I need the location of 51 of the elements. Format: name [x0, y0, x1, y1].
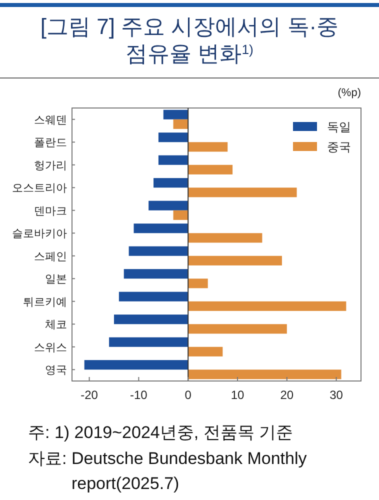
xlabel: (%p)	[338, 87, 361, 99]
bar	[148, 200, 188, 210]
bar	[188, 256, 282, 266]
y-tick-label: 스위스	[34, 342, 67, 354]
bar	[109, 337, 188, 347]
text: 주: 1) 2019~2024년중, 전품목 기준	[28, 423, 294, 442]
bar	[188, 370, 342, 380]
bar	[163, 110, 188, 120]
bar	[188, 142, 228, 152]
bar	[154, 178, 188, 188]
bar	[173, 119, 188, 129]
bar	[124, 269, 188, 279]
x-tick-label: 20	[280, 388, 294, 402]
bar	[188, 346, 223, 356]
y-tick-label: 체코	[45, 319, 67, 332]
title: 점유율 변화$^{1)}$	[126, 41, 254, 66]
x-tick-label: 0	[184, 388, 192, 402]
bar	[188, 164, 233, 174]
x-tick-label: -20	[80, 388, 98, 402]
y-tick-label: 오스트리아	[12, 182, 67, 195]
legend-item: 중국	[293, 140, 351, 154]
y-tick-label: 영국	[45, 364, 67, 377]
bar	[158, 155, 188, 165]
x-tick-label: 30	[330, 388, 344, 402]
bar	[118, 292, 188, 302]
legend-item: 독일	[293, 120, 351, 134]
y-tick-label: 헝가리	[34, 160, 67, 172]
bar	[114, 314, 188, 324]
legend-label: 독일	[327, 120, 351, 134]
x-tick-label: -10	[130, 388, 148, 402]
bar	[158, 132, 188, 142]
y-tick-label: 스페인	[34, 250, 67, 263]
bar	[188, 233, 262, 243]
y-tick-label: 일본	[45, 274, 67, 286]
title: [그림 7] 주요 시장에서의 독·중	[40, 14, 339, 39]
bar	[188, 278, 208, 288]
bar	[84, 360, 188, 370]
legend-label: 중국	[327, 140, 351, 154]
bar	[188, 324, 287, 334]
text: 자료: Deutsche Bundesbank Monthly report(2025.7)	[28, 449, 308, 493]
y-tick-label: 덴마크	[34, 205, 67, 218]
bar	[188, 188, 297, 198]
bar	[173, 210, 188, 220]
y-tick-label: 스웨덴	[34, 114, 67, 126]
bar	[188, 301, 346, 311]
bar	[134, 224, 188, 234]
bar	[128, 246, 188, 256]
y-tick-label: 튀르키예	[23, 296, 67, 308]
y-tick-label: 폴란드	[34, 137, 67, 150]
y-tick-label: 슬로바키아	[12, 228, 67, 240]
x-tick-label: 10	[230, 388, 244, 402]
